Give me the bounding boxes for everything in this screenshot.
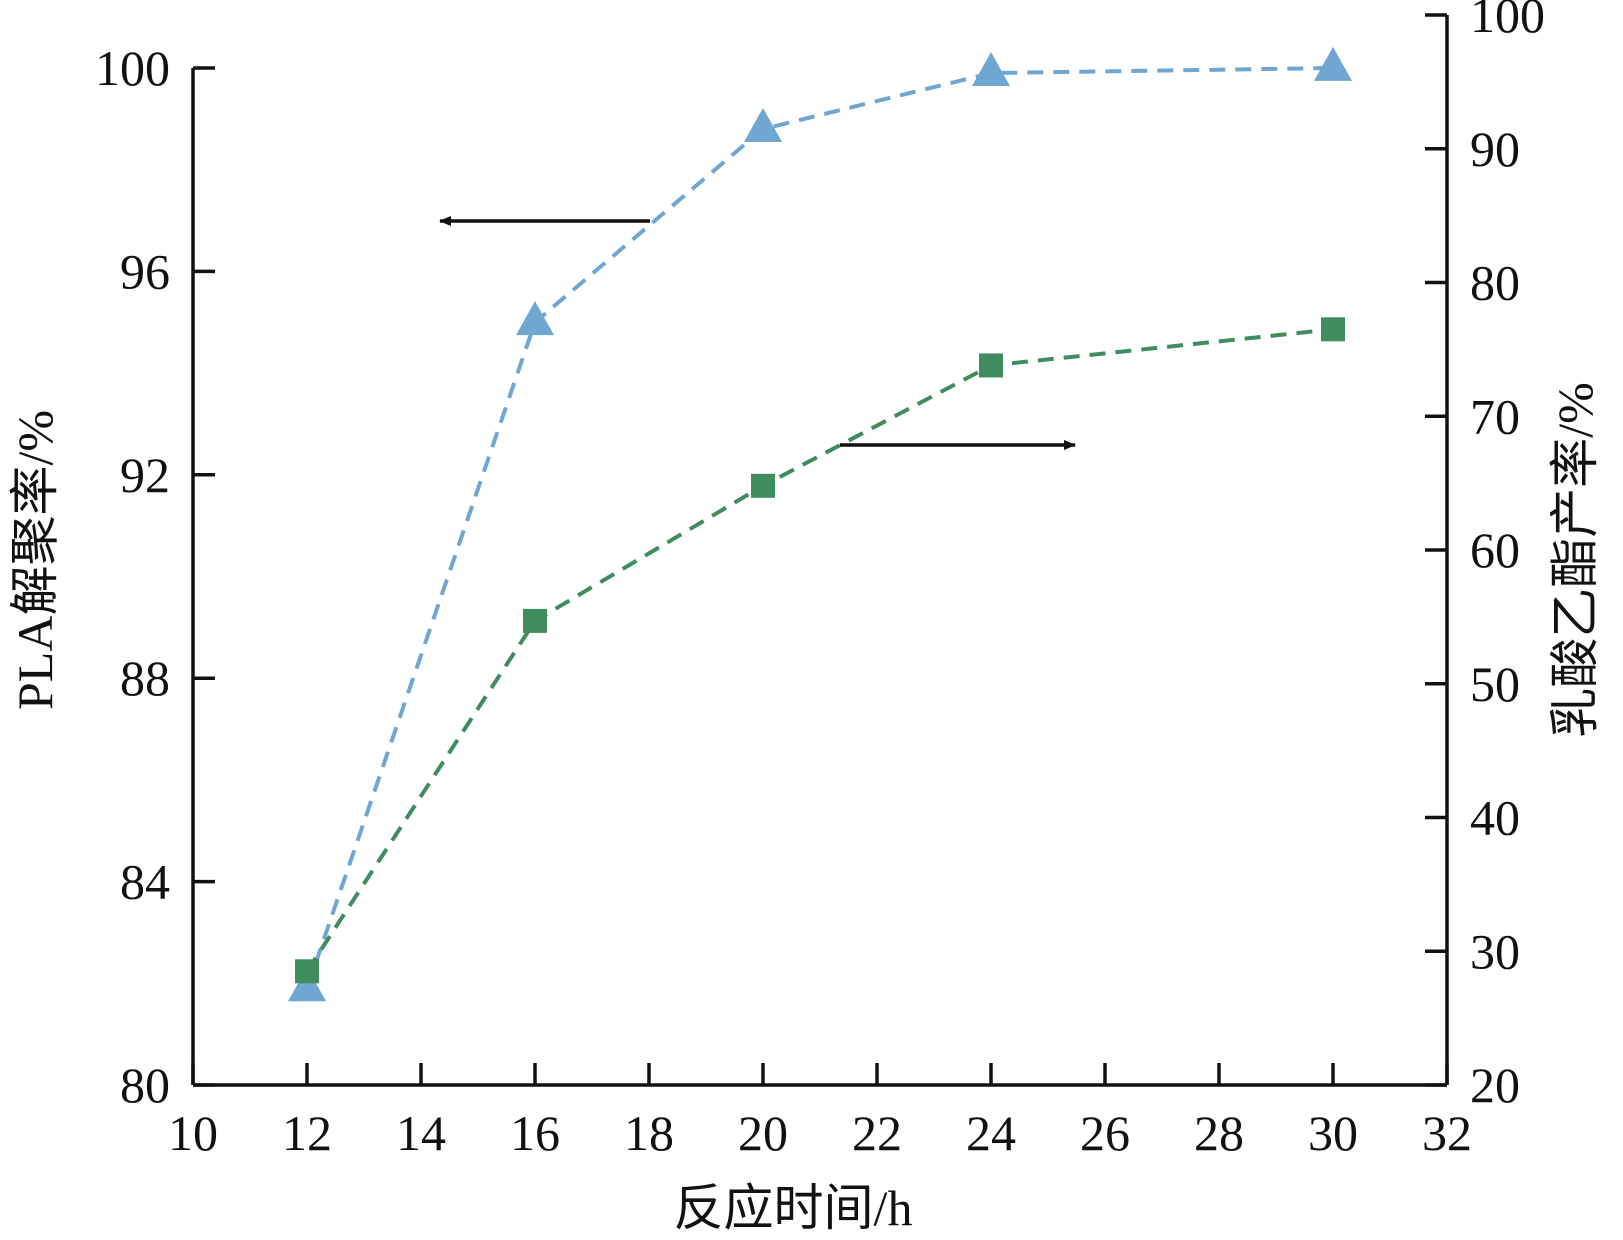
right-y-tick-label: 90 <box>1470 121 1520 177</box>
series-2-square-point <box>295 959 319 984</box>
x-tick-label: 22 <box>852 1105 902 1161</box>
series-layer <box>288 46 1352 1002</box>
x-tick-label: 28 <box>1194 1105 1244 1161</box>
left-y-tick-label: 92 <box>120 447 170 503</box>
series-1-triangle-point <box>972 52 1010 87</box>
annotation-layer <box>439 216 1076 450</box>
x-axis-title: 反应时间/h <box>674 1180 913 1236</box>
series-2-square-point <box>1321 317 1345 342</box>
x-tick-label: 24 <box>966 1105 1016 1161</box>
x-tick-label: 16 <box>510 1105 560 1161</box>
left-y-tick-label: 84 <box>120 854 170 910</box>
right-y-tick-label: 80 <box>1470 255 1520 311</box>
series-2-square-point <box>751 473 775 498</box>
right-y-tick-label: 30 <box>1470 923 1520 979</box>
right-y-tick-label: 40 <box>1470 790 1520 846</box>
left-y-tick-label: 80 <box>120 1057 170 1113</box>
x-tick-label: 12 <box>282 1105 332 1161</box>
series-2-square-point <box>523 608 547 633</box>
axis-title-layer: 反应时间/h PLA解聚率/% 乳酸乙酯产率/% <box>7 382 1603 1236</box>
left-y-axis-title: PLA解聚率/% <box>7 410 63 710</box>
series-2-square-point <box>979 353 1003 378</box>
series-1-triangle-point <box>288 967 326 1002</box>
left-y-tick-label: 88 <box>120 650 170 706</box>
left-y-tick-label: 100 <box>95 40 170 96</box>
x-tick-label: 26 <box>1080 1105 1130 1161</box>
series-1-triangle-point <box>516 301 554 336</box>
axes-layer <box>191 15 1449 1087</box>
x-tick-label: 14 <box>396 1105 446 1161</box>
right-y-axis-title: 乳酸乙酯产率/% <box>1547 382 1603 738</box>
x-tick-label: 10 <box>168 1105 218 1161</box>
right-y-tick-label: 100 <box>1470 0 1545 43</box>
series-1-triangle-point <box>1314 46 1352 81</box>
right-y-tick-label: 20 <box>1470 1057 1520 1113</box>
x-tick-label: 20 <box>738 1105 788 1161</box>
x-tick-label: 30 <box>1308 1105 1358 1161</box>
right-y-tick-label: 70 <box>1470 388 1520 444</box>
tick-layer: 10 12 14 16 18 20 22 24 26 28 30 32 80 84 88 92 96 100 20 3… <box>95 0 1545 1161</box>
right-y-tick-label: 50 <box>1470 656 1520 712</box>
series-1-line <box>305 66 1334 990</box>
series-2-line <box>305 327 1334 973</box>
x-tick-label: 18 <box>624 1105 674 1161</box>
series-1-triangle-point <box>744 107 782 142</box>
x-tick-label: 32 <box>1422 1105 1472 1161</box>
right-y-tick-label: 60 <box>1470 522 1520 578</box>
left-y-tick-label: 96 <box>120 243 170 299</box>
